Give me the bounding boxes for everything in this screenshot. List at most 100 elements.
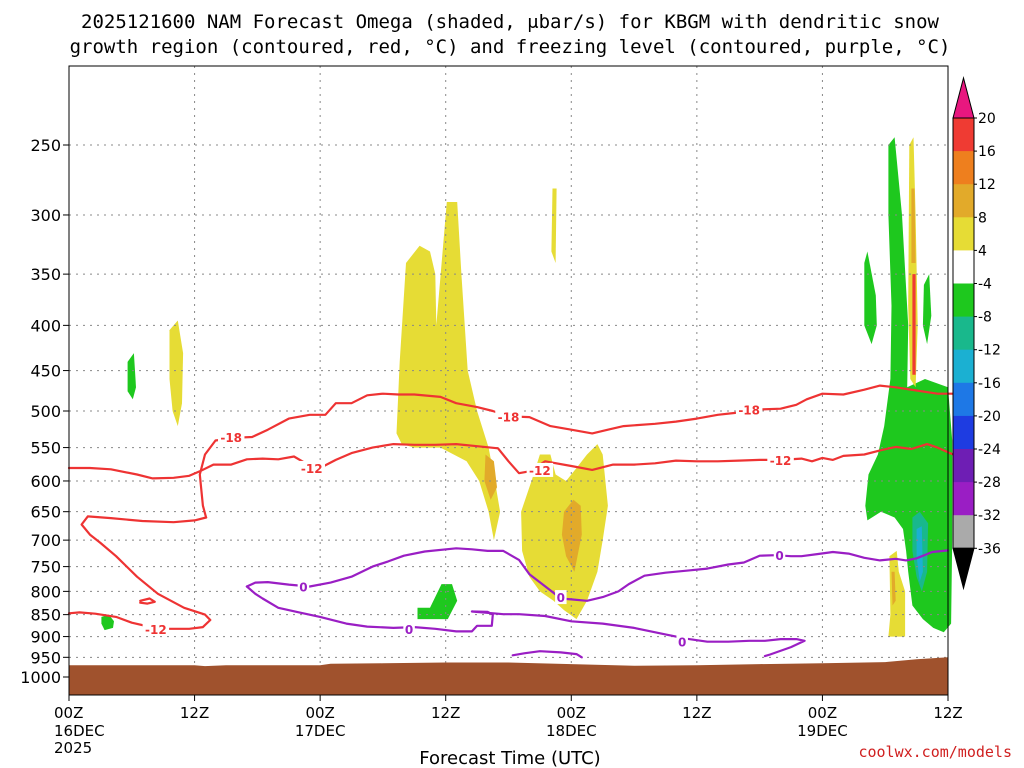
omega-region-yellow-17 [888, 550, 906, 637]
plot-frame [68, 65, 949, 696]
colorbar-bottom-arrow [952, 547, 975, 591]
site-credit: coolwx.com/models [858, 743, 1012, 761]
freezing-level-contour-5 [245, 547, 950, 602]
contour-label-13: -12 [770, 454, 792, 468]
gridlines [69, 66, 948, 695]
y-tick-label-300: 300 [30, 206, 61, 225]
colorbar-label-0: 20 [978, 111, 996, 127]
y-tick-label-900: 900 [30, 628, 61, 647]
y-tick-label-400: 400 [30, 316, 61, 335]
y-axis: 250 300 350 400 450 500 550 600 650 700 750 800 850 9… [20, 136, 69, 687]
colorbar-label-4: 4 [978, 243, 987, 259]
contour-label-bg-10 [495, 409, 522, 424]
colorbar-band-13 [953, 515, 974, 549]
freezing-level-contour-6 [245, 585, 806, 658]
omega-region-amber-18 [891, 571, 896, 606]
colorbar-band-10 [953, 415, 974, 450]
contour-label-14: 0 [775, 549, 783, 563]
colorbar-band-7 [953, 316, 974, 351]
colorbar-band-1 [953, 118, 974, 152]
x-tick-label-36: 12Z [431, 704, 460, 722]
colorbar-band-8 [953, 349, 974, 384]
omega-region-green-8 [101, 614, 114, 631]
contour-label-4: -12 [145, 623, 167, 637]
colorbar-label-13: -36 [978, 541, 1001, 557]
contour-label-bg-14 [773, 548, 786, 563]
omega-region-cyan-16 [916, 526, 923, 582]
contour-label-6: 0 [557, 591, 565, 605]
y-tick-label-700: 700 [30, 531, 61, 550]
contour-label-bg-6 [555, 590, 567, 605]
omega-region-red-14 [912, 274, 916, 375]
y-tick-label-650: 650 [30, 503, 61, 522]
dgz-contour-1 [67, 443, 955, 480]
contour-label-bg-12 [526, 462, 554, 477]
omega-region-green-10 [865, 137, 953, 633]
contour-label-12: -12 [529, 464, 551, 478]
x-tick-day-72: 19DEC [797, 722, 848, 740]
omega-region-amber-6 [561, 499, 582, 572]
colorbar-label-6: -8 [978, 310, 992, 326]
omega-region-green-0 [127, 353, 136, 400]
contour-label-bg-11 [735, 402, 763, 417]
x-tick-label-0: 00Z [54, 704, 83, 722]
y-tick-label-1000: 1000 [20, 668, 61, 687]
colorbar: 20 16 12 8 4 -4 -8 -12 -16 -20 -24 -28 -32 -36 [952, 76, 1001, 591]
chart-title-line-2: growth region (contoured, red, °C) and f… [70, 36, 951, 58]
x-tick-label-48: 00Z [557, 704, 586, 722]
contour-label-8: 0 [678, 636, 686, 650]
contour-label-bg-0 [217, 429, 245, 444]
colorbar-top-arrow [952, 76, 975, 119]
contour-label-bg-7 [403, 621, 415, 636]
colorbar-label-3: 8 [978, 210, 987, 226]
x-tick-label-12: 12Z [180, 704, 209, 722]
dgz-contour-0 [198, 384, 955, 519]
colorbar-band-11 [953, 449, 974, 483]
omega-region-yellow-1 [169, 320, 184, 427]
colorbar-label-11: -28 [978, 475, 1001, 491]
colorbar-band-6 [953, 283, 974, 318]
x-tick-day-48: 18DEC [546, 722, 597, 740]
y-tick-label-850: 850 [30, 606, 61, 625]
y-tick-label-500: 500 [30, 402, 61, 421]
x-tick-label-24: 00Z [305, 704, 334, 722]
y-tick-label-350: 350 [30, 265, 61, 284]
dgz-contour-3 [139, 597, 156, 605]
omega-region-yellow-4 [551, 188, 557, 263]
omega-region-amber-3 [484, 454, 497, 500]
contour-labels: -18 -12 -12 0 0 0 0 -18 -18 -12 -12 0 [142, 402, 794, 650]
y-tick-label-450: 450 [30, 362, 61, 381]
colorbar-label-5: -4 [978, 277, 992, 293]
contour-label-10: -18 [498, 410, 520, 424]
colorbar-label-1: 16 [978, 144, 996, 160]
y-tick-label-550: 550 [30, 439, 61, 458]
chart-title-line-1: 2025121600 NAM Forecast Omega (shaded, μ… [81, 11, 939, 33]
omega-region-green-9 [864, 251, 877, 345]
x-tick-label-84: 12Z [933, 704, 962, 722]
omega-region-green-7 [417, 584, 458, 620]
colorbar-band-2 [953, 151, 974, 185]
ground-surface [69, 657, 948, 695]
colorbar-band-5 [953, 250, 974, 284]
y-tick-label-600: 600 [30, 472, 61, 491]
y-tick-label-800: 800 [30, 582, 61, 601]
colorbar-label-7: -12 [978, 343, 1001, 359]
x-tick-day-0: 16DEC [54, 722, 105, 740]
contour-label-bg-4 [142, 621, 170, 636]
x-tick-label-72: 00Z [808, 704, 837, 722]
contour-label-0: -18 [220, 431, 242, 445]
contour-lines [67, 384, 955, 659]
contour-label-bg-8 [676, 634, 688, 649]
omega-region-green-11 [922, 274, 932, 345]
contour-label-bg-5 [297, 579, 310, 594]
y-tick-label-750: 750 [30, 558, 61, 577]
freezing-level-contour-9 [511, 650, 583, 659]
x-tick-day-24: 17DEC [295, 722, 346, 740]
colorbar-label-8: -16 [978, 376, 1001, 392]
omega-region-amber-13 [911, 188, 916, 263]
dgz-contour-2 [67, 515, 212, 630]
colorbar-label-2: 12 [978, 177, 996, 193]
ground-fill [69, 657, 948, 695]
